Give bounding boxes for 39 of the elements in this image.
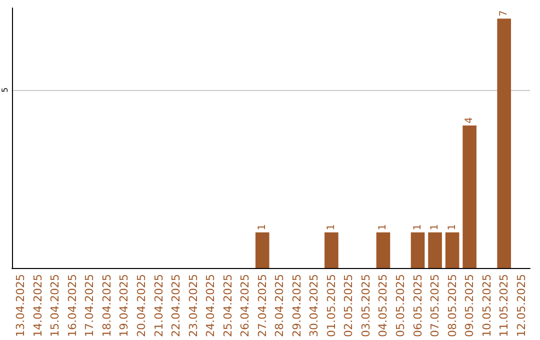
x-tick-label: 21.04.2025 (152, 274, 166, 338)
x-tick-label: 18.04.2025 (100, 274, 114, 338)
data-label: 1 (412, 224, 424, 230)
x-tick-label: 16.04.2025 (66, 274, 79, 338)
data-label: 7 (498, 10, 510, 17)
x-tick-label: 24.04.2025 (204, 274, 218, 338)
x-tick-label: 11.05.2025 (498, 274, 511, 338)
x-tick-label: 07.05.2025 (428, 274, 442, 338)
data-label: 1 (378, 224, 389, 230)
x-tick-label: 22.04.2025 (170, 274, 183, 338)
x-tick-label: 09.05.2025 (463, 274, 476, 338)
x-tick-label: 13.04.2025 (14, 274, 28, 338)
x-tick-label: 25.04.2025 (221, 274, 234, 338)
x-tick-label: 26.04.2025 (238, 274, 252, 338)
x-tick-label: 14.04.2025 (31, 274, 44, 338)
data-label: 1 (446, 224, 458, 230)
x-tick-label: 30.04.2025 (308, 274, 321, 338)
data-label: 1 (326, 224, 337, 230)
x-tick-label: 01.05.2025 (324, 274, 338, 338)
x-tick-label: 15.04.2025 (48, 274, 62, 338)
x-tick-label: 05.05.2025 (394, 274, 407, 338)
x-tick-label: 27.04.2025 (256, 274, 269, 338)
x-tick-label: 03.05.2025 (359, 274, 372, 338)
x-tick-label: 02.05.2025 (342, 274, 356, 338)
x-tick-label: 20.04.2025 (135, 274, 148, 338)
data-label: 4 (464, 117, 476, 124)
x-tick-label: 28.04.2025 (273, 274, 286, 338)
x-tick-label: 17.04.2025 (83, 274, 96, 338)
y-tick-label: 5 (0, 87, 10, 92)
x-tick-label: 10.05.2025 (480, 274, 494, 338)
x-tick-label: 19.04.2025 (118, 274, 131, 338)
x-tick-label: 23.04.2025 (186, 274, 200, 338)
x-tick-label: 12.05.2025 (514, 274, 528, 338)
x-tick-label: 29.04.2025 (290, 274, 304, 338)
data-label: 1 (430, 224, 441, 230)
x-tick-label: 08.05.2025 (446, 274, 459, 338)
x-tick-label: 04.05.2025 (376, 274, 390, 338)
data-label: 1 (256, 224, 268, 230)
x-tick-label: 06.05.2025 (411, 274, 424, 338)
